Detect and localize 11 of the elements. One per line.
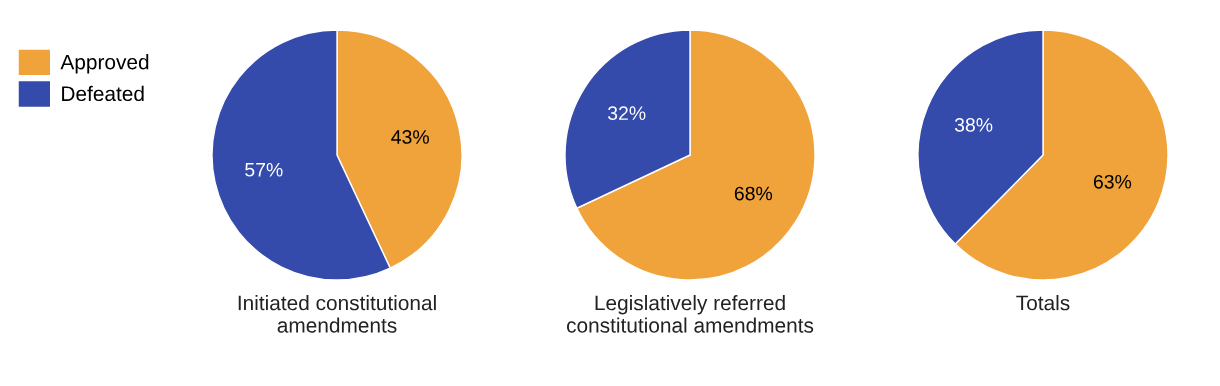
data-label: 63% — [1093, 174, 1132, 189]
data-label: 38% — [954, 118, 993, 132]
text: Initiated constitutional amendments — [238, 295, 436, 333]
data-label: 68% — [734, 186, 773, 201]
data-label: 57% — [245, 162, 283, 177]
text: Totals — [1016, 295, 1070, 311]
legend-label: Defeated — [62, 85, 144, 102]
data-label: 43% — [391, 130, 429, 144]
data-label: 32% — [607, 106, 646, 121]
legend-label: Approved — [60, 54, 149, 74]
text: Legislatively referred constitutional amendments — [566, 295, 814, 333]
